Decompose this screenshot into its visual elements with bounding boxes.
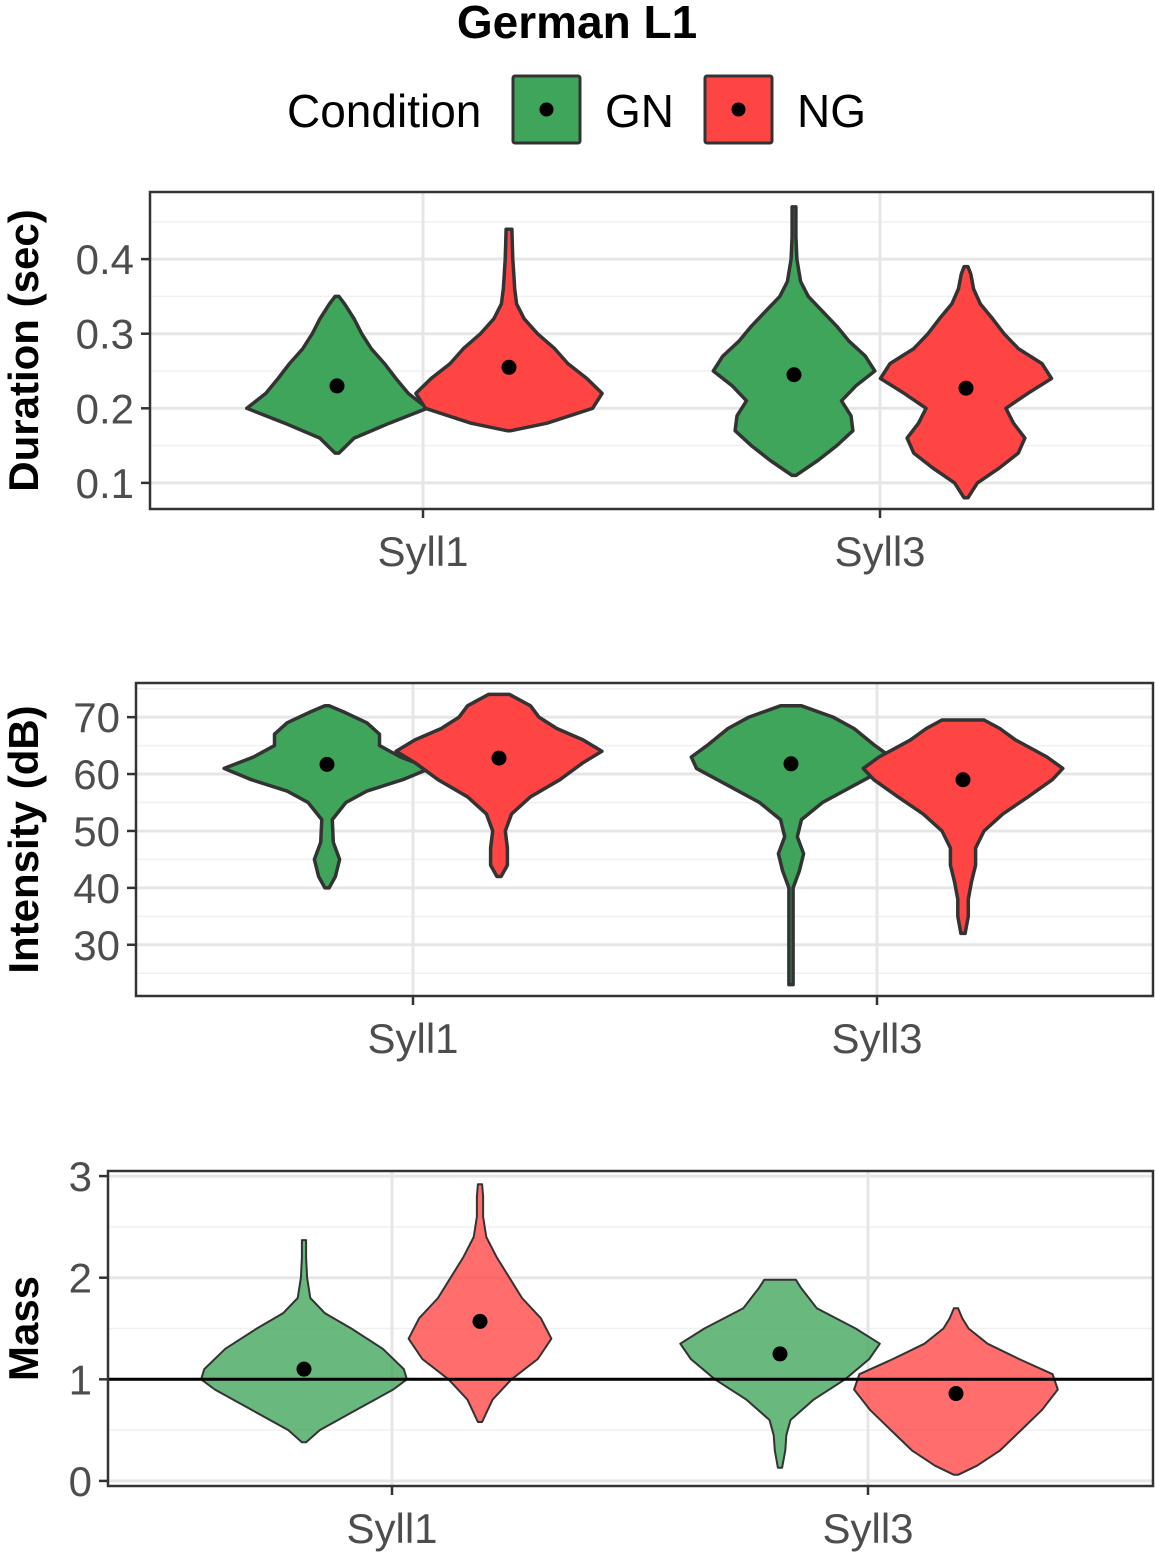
duration-y-tick-label: 0.1 <box>76 460 134 507</box>
intensity-mean-point-gn-syll3 <box>783 756 799 772</box>
mass-y-tick-label: 2 <box>69 1255 92 1302</box>
intensity-y-tick-label: 30 <box>73 922 120 969</box>
intensity-violin-gn-syll1 <box>222 704 432 890</box>
figure-title: German L1 <box>457 0 697 48</box>
legend-key-gn-dot <box>539 102 554 117</box>
duration-panel-border <box>148 190 1155 511</box>
duration-violin-gn-syll1 <box>245 294 430 455</box>
intensity-panel-border <box>134 681 1155 998</box>
duration-mean-point-ng-syll1 <box>501 359 517 375</box>
legend-entry-gn: GN <box>511 74 674 145</box>
intensity-y-axis-title: Intensity (dB) <box>0 705 47 973</box>
mass-violin-ng-syll1 <box>407 1183 553 1423</box>
intensity-x-tick-label-syll1: Syll1 <box>367 1015 458 1062</box>
intensity-y-tick-label: 50 <box>73 808 120 855</box>
intensity-panel: 30 40 50 60 70 Syll1 Syll3 Intensity (dB) <box>0 681 1155 1062</box>
mass-x-tick-label-syll3: Syll3 <box>822 1505 913 1552</box>
mass-mean-point-ng-syll1 <box>472 1313 488 1329</box>
mass-violin-gn-syll3 <box>679 1278 881 1469</box>
legend-title: Condition <box>287 85 481 137</box>
duration-x-tick-label-syll1: Syll1 <box>377 528 468 575</box>
intensity-mean-point-gn-syll1 <box>319 756 335 772</box>
duration-violin-ng-syll1 <box>414 227 604 433</box>
duration-violin-gn-syll3 <box>711 205 877 478</box>
intensity-y-tick-label: 70 <box>73 694 120 741</box>
mass-mean-point-ng-syll3 <box>948 1386 964 1402</box>
intensity-x-tick-label-syll3: Syll3 <box>831 1015 922 1062</box>
legend-label-gn: GN <box>605 85 674 137</box>
duration-panel: 0.1 0.2 0.3 0.4 Syll1 Syll3 Duration (sec) <box>0 190 1155 575</box>
duration-y-tick-label: 0.3 <box>76 311 134 358</box>
mass-panel: 0 1 2 3 Syll1 Syll3 Mass <box>0 1153 1155 1552</box>
mass-y-tick-label: 1 <box>69 1356 92 1403</box>
mass-violin-gn-syll1 <box>200 1239 408 1444</box>
legend: Condition GN NG <box>287 74 866 145</box>
legend-key-ng-dot <box>731 102 746 117</box>
legend-label-ng: NG <box>797 85 866 137</box>
mass-mean-point-gn-syll3 <box>772 1346 788 1362</box>
duration-y-tick-label: 0.2 <box>76 385 134 432</box>
mass-y-tick-label: 0 <box>69 1458 92 1505</box>
intensity-violin-ng-syll1 <box>394 692 604 879</box>
intensity-y-tick-label: 40 <box>73 865 120 912</box>
mass-panel-border <box>106 1169 1155 1488</box>
duration-mean-point-gn-syll3 <box>786 367 802 383</box>
mass-mean-point-gn-syll1 <box>296 1361 312 1377</box>
duration-x-tick-label-syll3: Syll3 <box>834 528 925 575</box>
duration-y-axis-title: Duration (sec) <box>0 209 47 491</box>
intensity-violin-ng-syll3 <box>861 718 1065 936</box>
intensity-mean-point-ng-syll3 <box>955 772 971 788</box>
mass-y-tick-label: 3 <box>69 1153 92 1200</box>
intensity-y-tick-label: 60 <box>73 751 120 798</box>
intensity-violin-gn-syll3 <box>689 704 893 987</box>
legend-entry-ng: NG <box>703 74 866 145</box>
mass-x-tick-label-syll1: Syll1 <box>346 1505 437 1552</box>
mass-y-axis-title: Mass <box>0 1276 47 1381</box>
intensity-mean-point-ng-syll1 <box>491 750 507 766</box>
duration-mean-point-gn-syll1 <box>329 378 345 394</box>
duration-mean-point-ng-syll3 <box>958 380 974 396</box>
duration-y-tick-label: 0.4 <box>76 236 134 283</box>
